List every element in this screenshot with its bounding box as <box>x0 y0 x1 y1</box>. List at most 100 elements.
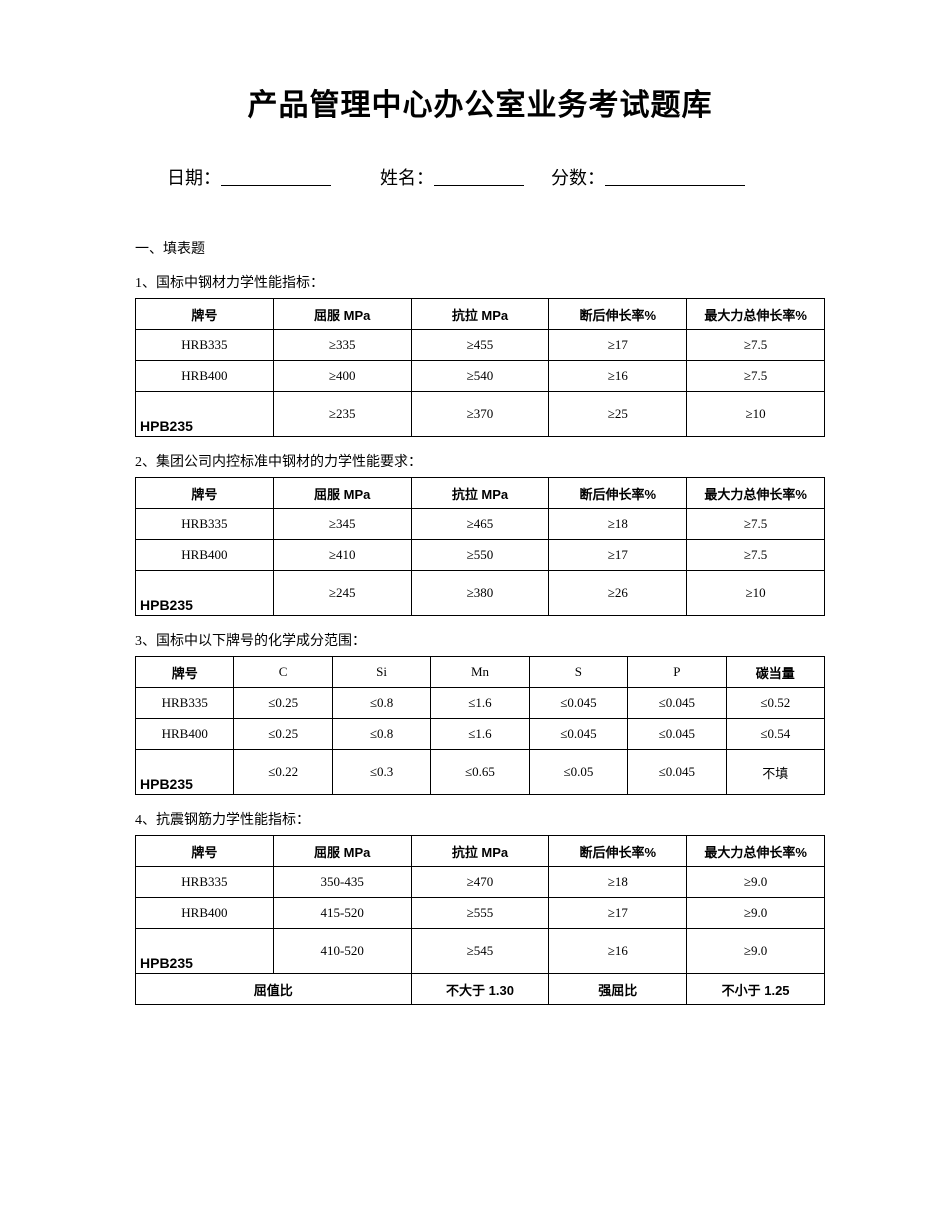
date-blank[interactable] <box>221 167 331 186</box>
cell: ≤1.6 <box>431 719 529 750</box>
cell: ≥555 <box>411 898 549 929</box>
cell: ≥16 <box>549 929 687 974</box>
cell: 410-520 <box>273 929 411 974</box>
cell: ≤0.25 <box>234 688 332 719</box>
col-header: 最大力总伸长率% <box>687 836 825 867</box>
cell: HRB400 <box>136 898 274 929</box>
cell: ≤0.8 <box>332 688 430 719</box>
cell: HRB335 <box>136 509 274 540</box>
table-footer-row: 屈值比 不大于 1.30 强屈比 不小于 1.25 <box>136 974 825 1005</box>
table-header-row: 牌号 C Si Mn S P 碳当量 <box>136 657 825 688</box>
cell: ≥17 <box>549 540 687 571</box>
col-header: 断后伸长率% <box>549 836 687 867</box>
cell: ≥465 <box>411 509 549 540</box>
cell: ≥410 <box>273 540 411 571</box>
q1-heading: 1、国标中钢材力学性能指标： <box>135 272 825 292</box>
col-header: 断后伸长率% <box>549 299 687 330</box>
table-row: HRB335 ≤0.25 ≤0.8 ≤1.6 ≤0.045 ≤0.045 ≤0.… <box>136 688 825 719</box>
table-row: HPB235 410-520 ≥545 ≥16 ≥9.0 <box>136 929 825 974</box>
cell: ≥7.5 <box>687 540 825 571</box>
cell: ≤0.045 <box>628 688 726 719</box>
cell: ≤0.045 <box>628 719 726 750</box>
cell: ≥18 <box>549 509 687 540</box>
col-header: 抗拉 MPa <box>411 299 549 330</box>
cell: ≥17 <box>549 330 687 361</box>
footer-cell: 不小于 1.25 <box>687 974 825 1005</box>
cell: ≥9.0 <box>687 867 825 898</box>
cell: ≥7.5 <box>687 330 825 361</box>
table-row: HRB335 350-435 ≥470 ≥18 ≥9.0 <box>136 867 825 898</box>
table-row: HPB235 ≥245 ≥380 ≥26 ≥10 <box>136 571 825 616</box>
cell: HRB335 <box>136 330 274 361</box>
table-row: HRB335 ≥335 ≥455 ≥17 ≥7.5 <box>136 330 825 361</box>
q2-heading: 2、集团公司内控标准中钢材的力学性能要求： <box>135 451 825 471</box>
score-label: 分数： <box>551 164 605 190</box>
page-title: 产品管理中心办公室业务考试题库 <box>135 80 825 124</box>
cell: HPB235 <box>136 929 274 974</box>
footer-cell: 强屈比 <box>549 974 687 1005</box>
col-header: 断后伸长率% <box>549 478 687 509</box>
cell: ≤0.8 <box>332 719 430 750</box>
cell: ≥455 <box>411 330 549 361</box>
footer-cell: 屈值比 <box>136 974 412 1005</box>
section-1-heading: 一、填表题 <box>135 238 825 258</box>
cell: ≥7.5 <box>687 509 825 540</box>
cell: ≥400 <box>273 361 411 392</box>
table-row: HRB335 ≥345 ≥465 ≥18 ≥7.5 <box>136 509 825 540</box>
col-header: P <box>628 657 726 688</box>
cell: ≤0.05 <box>529 750 627 795</box>
cell: ≤0.22 <box>234 750 332 795</box>
name-blank[interactable] <box>434 167 524 186</box>
col-header: 牌号 <box>136 657 234 688</box>
cell: HRB400 <box>136 540 274 571</box>
cell: ≥470 <box>411 867 549 898</box>
col-header: C <box>234 657 332 688</box>
cell: ≤0.65 <box>431 750 529 795</box>
cell: HPB235 <box>136 392 274 437</box>
table-row: HRB400 ≥410 ≥550 ≥17 ≥7.5 <box>136 540 825 571</box>
cell: ≥550 <box>411 540 549 571</box>
cell: ≥17 <box>549 898 687 929</box>
col-header: 牌号 <box>136 299 274 330</box>
cell: HPB235 <box>136 750 234 795</box>
q3-table: 牌号 C Si Mn S P 碳当量 HRB335 ≤0.25 ≤0.8 ≤1.… <box>135 656 825 795</box>
cell: ≥380 <box>411 571 549 616</box>
q3-heading: 3、国标中以下牌号的化学成分范围： <box>135 630 825 650</box>
col-header: Si <box>332 657 430 688</box>
cell: HRB335 <box>136 867 274 898</box>
cell: HPB235 <box>136 571 274 616</box>
col-header: 牌号 <box>136 836 274 867</box>
cell: HRB335 <box>136 688 234 719</box>
q4-table: 牌号 屈服 MPa 抗拉 MPa 断后伸长率% 最大力总伸长率% HRB335 … <box>135 835 825 1005</box>
cell: ≥18 <box>549 867 687 898</box>
score-blank[interactable] <box>605 167 745 186</box>
cell: ≤1.6 <box>431 688 529 719</box>
cell: HRB400 <box>136 719 234 750</box>
table-row: HPB235 ≥235 ≥370 ≥25 ≥10 <box>136 392 825 437</box>
cell: ≥26 <box>549 571 687 616</box>
cell: ≥7.5 <box>687 361 825 392</box>
table-header-row: 牌号 屈服 MPa 抗拉 MPa 断后伸长率% 最大力总伸长率% <box>136 478 825 509</box>
cell: ≥335 <box>273 330 411 361</box>
col-header: Mn <box>431 657 529 688</box>
col-header: 最大力总伸长率% <box>687 299 825 330</box>
col-header: 屈服 MPa <box>273 836 411 867</box>
page: 产品管理中心办公室业务考试题库 日期： 姓名： 分数： 一、填表题 1、国标中钢… <box>0 0 945 1223</box>
table-header-row: 牌号 屈服 MPa 抗拉 MPa 断后伸长率% 最大力总伸长率% <box>136 836 825 867</box>
date-label: 日期： <box>167 164 221 190</box>
q2-table: 牌号 屈服 MPa 抗拉 MPa 断后伸长率% 最大力总伸长率% HRB335 … <box>135 477 825 616</box>
info-line: 日期： 姓名： 分数： <box>135 164 825 190</box>
cell: ≥16 <box>549 361 687 392</box>
cell: ≤0.3 <box>332 750 430 795</box>
cell: ≤0.52 <box>726 688 824 719</box>
col-header: 屈服 MPa <box>273 299 411 330</box>
cell: HRB400 <box>136 361 274 392</box>
cell: ≥9.0 <box>687 898 825 929</box>
cell: ≥245 <box>273 571 411 616</box>
cell: ≥235 <box>273 392 411 437</box>
col-header: 屈服 MPa <box>273 478 411 509</box>
col-header: 抗拉 MPa <box>411 478 549 509</box>
col-header: 碳当量 <box>726 657 824 688</box>
col-header: 抗拉 MPa <box>411 836 549 867</box>
cell: ≥9.0 <box>687 929 825 974</box>
